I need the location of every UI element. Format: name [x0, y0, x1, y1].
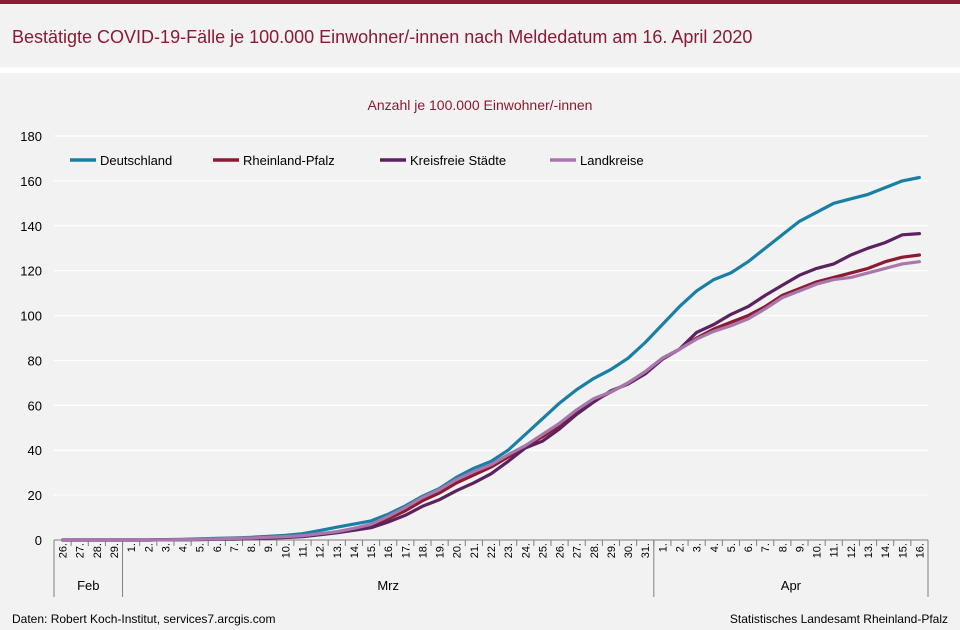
- y-tick-label: 140: [20, 219, 42, 234]
- header-divider: [0, 67, 960, 73]
- y-tick-label: 60: [28, 398, 42, 413]
- x-tick-label: 6.: [743, 543, 755, 552]
- x-tick-label: 1.: [126, 543, 138, 552]
- x-tick-label: 14.: [349, 543, 361, 558]
- grid-lines: [54, 135, 928, 496]
- x-tick-label: 5.: [195, 543, 207, 552]
- x-tick-label: 10.: [280, 543, 292, 558]
- x-tick-label: 4.: [709, 543, 721, 552]
- x-tick-label: 21.: [469, 543, 481, 558]
- page-title: Bestätigte COVID-19-Fälle je 100.000 Ein…: [12, 27, 753, 47]
- x-tick-label: 20.: [452, 543, 464, 558]
- legend-label-1: Deutschland: [100, 153, 172, 168]
- y-tick-label: 160: [20, 174, 42, 189]
- x-tick-label: 13.: [863, 543, 875, 558]
- source-right: Statistisches Landesamt Rheinland-Pfalz: [729, 612, 948, 626]
- source-left: Daten: Robert Koch-Institut, services7.a…: [12, 612, 276, 626]
- chart-background: [0, 73, 960, 610]
- x-tick-label: 2.: [675, 543, 687, 552]
- y-tick-label: 80: [28, 353, 42, 368]
- x-tick-label: 29.: [109, 543, 121, 558]
- x-tick-label: 7.: [760, 543, 772, 552]
- x-tick-label: 24.: [520, 543, 532, 558]
- x-tick-label: 6.: [212, 543, 224, 552]
- legend-label-2: Rheinland-Pfalz: [243, 153, 335, 168]
- x-tick-label: 29.: [606, 543, 618, 558]
- x-tick-label: 22.: [486, 543, 498, 558]
- x-tick-label: 5.: [726, 543, 738, 552]
- x-tick-label: 13.: [332, 543, 344, 558]
- x-tick-label: 11.: [297, 543, 309, 557]
- x-tick-label: 3.: [160, 543, 172, 552]
- x-tick-label: 12.: [846, 543, 858, 558]
- x-tick-label: 23.: [503, 543, 515, 558]
- x-tick-label: 18.: [417, 543, 429, 558]
- y-tick-label: 120: [20, 264, 42, 279]
- x-tick-label: 3.: [692, 543, 704, 552]
- series-line-4: [60, 260, 922, 542]
- x-tick-label: 2.: [143, 543, 155, 552]
- x-tick-label: 19.: [435, 543, 447, 558]
- x-tick-label: 28.: [92, 543, 104, 558]
- series-lines: [60, 175, 922, 542]
- x-tick-label: 11.: [829, 543, 841, 557]
- y-tick-label: 0: [35, 533, 42, 548]
- x-tick-label: 7.: [229, 543, 241, 552]
- x-tick-label: 27.: [75, 543, 87, 558]
- chart-subtitle: Anzahl je 100.000 Einwohner/-innen: [368, 97, 593, 113]
- x-axis: 26. 27. 28. 29. 1. 2. 3. 4. 5. 6. 7. 8. 9. 10. 11. 12. 1…: [53, 539, 929, 597]
- x-tick-label: 26.: [58, 543, 70, 558]
- y-tick-label: 100: [20, 309, 42, 324]
- y-axis: 0 20 40 60 80 100 120 140 160 180: [20, 129, 42, 548]
- x-tick-label: 15.: [897, 543, 909, 558]
- x-tick-label: 31.: [640, 543, 652, 558]
- legend-label-4: Landkreise: [580, 153, 644, 168]
- x-tick-label: 16.: [383, 543, 395, 558]
- top-accent-bar: [0, 0, 960, 4]
- x-tick-label: 15.: [366, 543, 378, 558]
- x-tick-label: 8.: [246, 543, 258, 552]
- x-tick-label: 9.: [263, 543, 275, 552]
- x-tick-label: 8.: [777, 543, 789, 552]
- x-tick-label: 28.: [589, 543, 601, 558]
- x-tick-label: 17.: [400, 543, 412, 558]
- x-tick-label: 14.: [880, 543, 892, 558]
- header: Bestätigte COVID-19-Fälle je 100.000 Ein…: [0, 4, 960, 68]
- x-tick-label: 12.: [315, 543, 327, 558]
- month-label: Mrz: [377, 578, 399, 593]
- line-chart: Anzahl je 100.000 Einwohner/-innen 0 20 40…: [0, 73, 960, 610]
- x-tick-label: 16.: [914, 543, 926, 558]
- x-tick-label: 10.: [812, 543, 824, 558]
- x-tick-label: 4.: [178, 543, 190, 552]
- x-tick-label: 30.: [623, 543, 635, 558]
- month-label: Apr: [781, 578, 802, 593]
- x-tick-label: 1.: [657, 543, 669, 552]
- legend: Deutschland Rheinland-Pfalz Kreisfreie Stä…: [70, 153, 644, 168]
- x-tick-label: 26.: [555, 543, 567, 558]
- x-tick-label: 9.: [794, 543, 806, 552]
- legend-label-3: Kreisfreie Städte: [410, 153, 506, 168]
- month-label: Feb: [77, 578, 99, 593]
- y-tick-label: 180: [20, 129, 42, 144]
- x-tick-label: 25.: [537, 543, 549, 558]
- x-tick-label: 27.: [572, 543, 584, 558]
- y-tick-label: 40: [28, 443, 42, 458]
- y-tick-label: 20: [28, 488, 42, 503]
